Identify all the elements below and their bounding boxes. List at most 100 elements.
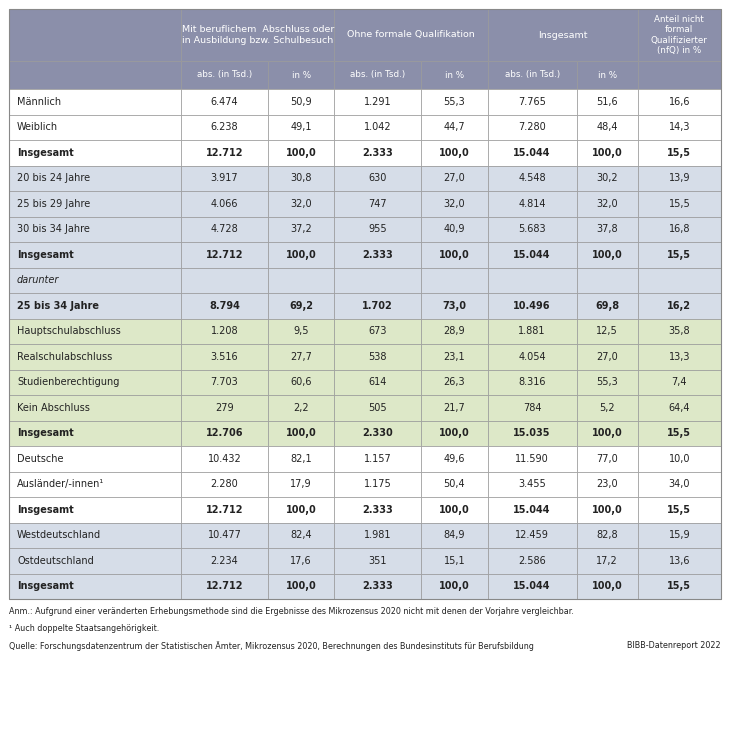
FancyBboxPatch shape: [181, 344, 268, 370]
Text: Insgesamt: Insgesamt: [538, 31, 588, 39]
FancyBboxPatch shape: [577, 420, 638, 446]
Text: 5,2: 5,2: [599, 403, 615, 413]
FancyBboxPatch shape: [181, 497, 268, 522]
FancyBboxPatch shape: [421, 574, 488, 599]
Text: in %: in %: [598, 71, 617, 80]
Text: ¹ Auch doppelte Staatsangehörigkeit.: ¹ Auch doppelte Staatsangehörigkeit.: [9, 624, 159, 633]
FancyBboxPatch shape: [577, 89, 638, 115]
FancyBboxPatch shape: [9, 140, 181, 165]
Text: 82,4: 82,4: [291, 530, 312, 540]
FancyBboxPatch shape: [268, 89, 334, 115]
FancyBboxPatch shape: [488, 522, 577, 548]
Text: 100,0: 100,0: [592, 250, 623, 260]
FancyBboxPatch shape: [268, 370, 334, 395]
Text: 9,5: 9,5: [293, 326, 309, 336]
Text: 2,2: 2,2: [293, 403, 309, 413]
FancyBboxPatch shape: [638, 548, 721, 574]
FancyBboxPatch shape: [334, 344, 421, 370]
FancyBboxPatch shape: [638, 446, 721, 472]
Text: 17,6: 17,6: [291, 556, 312, 565]
Text: 505: 505: [369, 403, 387, 413]
Text: 27,0: 27,0: [596, 352, 618, 362]
FancyBboxPatch shape: [334, 115, 421, 140]
FancyBboxPatch shape: [334, 140, 421, 165]
Text: 14,3: 14,3: [669, 122, 690, 133]
Text: 4.728: 4.728: [211, 224, 239, 234]
Text: 2.333: 2.333: [362, 250, 393, 260]
Text: Kein Abschluss: Kein Abschluss: [17, 403, 90, 413]
FancyBboxPatch shape: [334, 191, 421, 217]
Text: Weiblich: Weiblich: [17, 122, 58, 133]
Text: 100,0: 100,0: [439, 428, 470, 438]
Text: 538: 538: [369, 352, 387, 362]
Text: 100,0: 100,0: [285, 250, 317, 260]
Text: 2.333: 2.333: [362, 148, 393, 158]
Text: 84,9: 84,9: [444, 530, 465, 540]
Text: 82,1: 82,1: [291, 454, 312, 463]
Text: 32,0: 32,0: [444, 199, 465, 209]
FancyBboxPatch shape: [638, 89, 721, 115]
FancyBboxPatch shape: [421, 191, 488, 217]
FancyBboxPatch shape: [9, 319, 181, 344]
Text: 100,0: 100,0: [592, 428, 623, 438]
FancyBboxPatch shape: [577, 522, 638, 548]
FancyBboxPatch shape: [638, 9, 721, 61]
FancyBboxPatch shape: [488, 242, 577, 267]
FancyBboxPatch shape: [638, 191, 721, 217]
FancyBboxPatch shape: [638, 242, 721, 267]
FancyBboxPatch shape: [9, 9, 181, 61]
FancyBboxPatch shape: [181, 293, 268, 319]
FancyBboxPatch shape: [488, 420, 577, 446]
Text: Anm.: Aufgrund einer veränderten Erhebungsmethode sind die Ergebnisse des Mikroz: Anm.: Aufgrund einer veränderten Erhebun…: [9, 607, 574, 616]
FancyBboxPatch shape: [638, 472, 721, 497]
FancyBboxPatch shape: [421, 89, 488, 115]
Text: 11.590: 11.590: [515, 454, 549, 463]
FancyBboxPatch shape: [334, 165, 421, 191]
Text: Ausländer/-innen¹: Ausländer/-innen¹: [17, 479, 104, 489]
Text: 630: 630: [369, 174, 387, 183]
Text: 3.516: 3.516: [211, 352, 238, 362]
FancyBboxPatch shape: [181, 89, 268, 115]
Text: 17,2: 17,2: [596, 556, 618, 565]
Text: 7,4: 7,4: [672, 377, 687, 387]
FancyBboxPatch shape: [488, 191, 577, 217]
Text: 16,2: 16,2: [667, 301, 691, 311]
Text: 2.333: 2.333: [362, 581, 393, 592]
Text: 12.712: 12.712: [206, 581, 243, 592]
Text: 15,5: 15,5: [667, 250, 691, 260]
Text: 10.477: 10.477: [207, 530, 242, 540]
Text: Insgesamt: Insgesamt: [17, 250, 74, 260]
Text: 4.054: 4.054: [518, 352, 546, 362]
FancyBboxPatch shape: [268, 574, 334, 599]
FancyBboxPatch shape: [577, 115, 638, 140]
Text: 2.330: 2.330: [362, 428, 393, 438]
FancyBboxPatch shape: [421, 370, 488, 395]
Text: 15,1: 15,1: [444, 556, 465, 565]
FancyBboxPatch shape: [488, 217, 577, 242]
FancyBboxPatch shape: [638, 165, 721, 191]
Text: Anteil nicht
formal
Qualifizierter
(nfQ) in %: Anteil nicht formal Qualifizierter (nfQ)…: [651, 15, 708, 55]
FancyBboxPatch shape: [268, 191, 334, 217]
Text: 15,5: 15,5: [667, 148, 691, 158]
Text: 10.496: 10.496: [513, 301, 551, 311]
Text: 20 bis 24 Jahre: 20 bis 24 Jahre: [17, 174, 90, 183]
Text: BIBB-Datenreport 2022: BIBB-Datenreport 2022: [627, 641, 721, 650]
Text: 2.234: 2.234: [211, 556, 239, 565]
Text: 50,9: 50,9: [291, 97, 312, 107]
FancyBboxPatch shape: [9, 191, 181, 217]
FancyBboxPatch shape: [268, 344, 334, 370]
Text: 30 bis 34 Jahre: 30 bis 34 Jahre: [17, 224, 90, 234]
Text: 8.316: 8.316: [518, 377, 546, 387]
FancyBboxPatch shape: [268, 293, 334, 319]
Text: 15.044: 15.044: [513, 148, 551, 158]
Text: abs. (in Tsd.): abs. (in Tsd.): [504, 71, 560, 80]
Text: 44,7: 44,7: [444, 122, 465, 133]
Text: 3.917: 3.917: [211, 174, 238, 183]
FancyBboxPatch shape: [9, 89, 181, 115]
Text: in %: in %: [291, 71, 311, 80]
FancyBboxPatch shape: [9, 574, 181, 599]
FancyBboxPatch shape: [181, 140, 268, 165]
FancyBboxPatch shape: [638, 497, 721, 522]
Text: 955: 955: [369, 224, 387, 234]
Text: darunter: darunter: [17, 275, 59, 285]
